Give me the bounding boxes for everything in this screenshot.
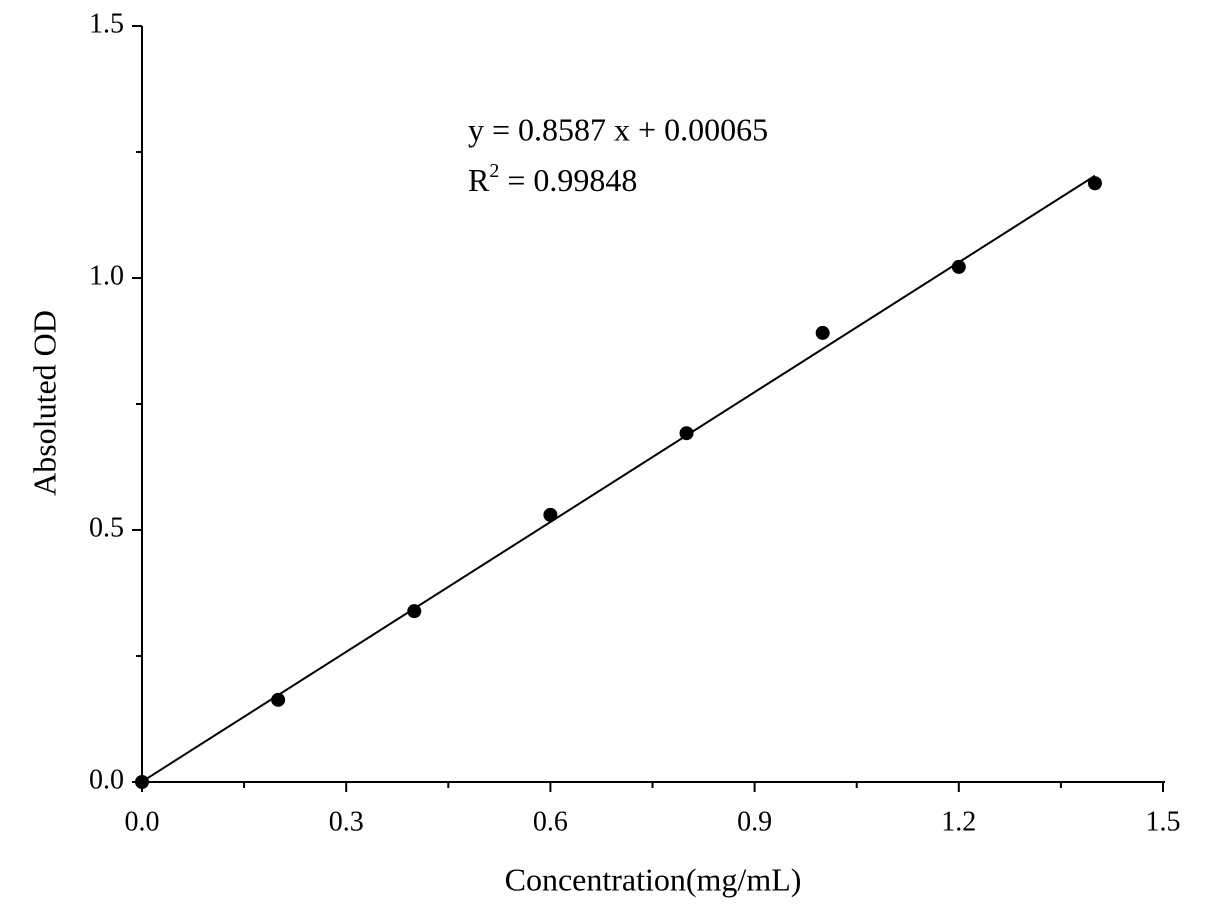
y-tick-label: 1.5 <box>89 8 124 39</box>
point <box>951 259 966 274</box>
x-tick-label: 1.5 <box>1146 806 1181 837</box>
equation: y = 0.8587 x + 0.00065 <box>468 111 768 147</box>
r-base: R <box>468 162 490 198</box>
point <box>815 325 830 340</box>
point <box>135 775 149 789</box>
r-text: = 0.99848 <box>507 162 637 198</box>
point <box>271 692 286 707</box>
point <box>543 507 558 522</box>
x-tick-label: 0.9 <box>737 806 772 837</box>
x-tick-label: 1.2 <box>941 806 976 837</box>
r-sup: 2 <box>489 160 499 182</box>
x-tick-label: 0.6 <box>533 806 568 837</box>
x-axis-label: Concentration(mg/mL) <box>505 861 802 897</box>
x-tick-label: 0.3 <box>329 806 364 837</box>
point <box>679 426 694 441</box>
point <box>1087 176 1102 191</box>
r-squared: R2 = 0.99848 <box>468 160 637 199</box>
fit-line <box>141 174 1096 783</box>
x-tick-label: 0.0 <box>125 806 160 837</box>
y-tick-label: 0.5 <box>89 512 124 543</box>
y-tick-label: 0.0 <box>89 764 124 795</box>
y-axis-label: Absoluted OD <box>26 310 62 496</box>
y-tick-label: 1.0 <box>89 260 124 291</box>
point <box>407 604 422 619</box>
